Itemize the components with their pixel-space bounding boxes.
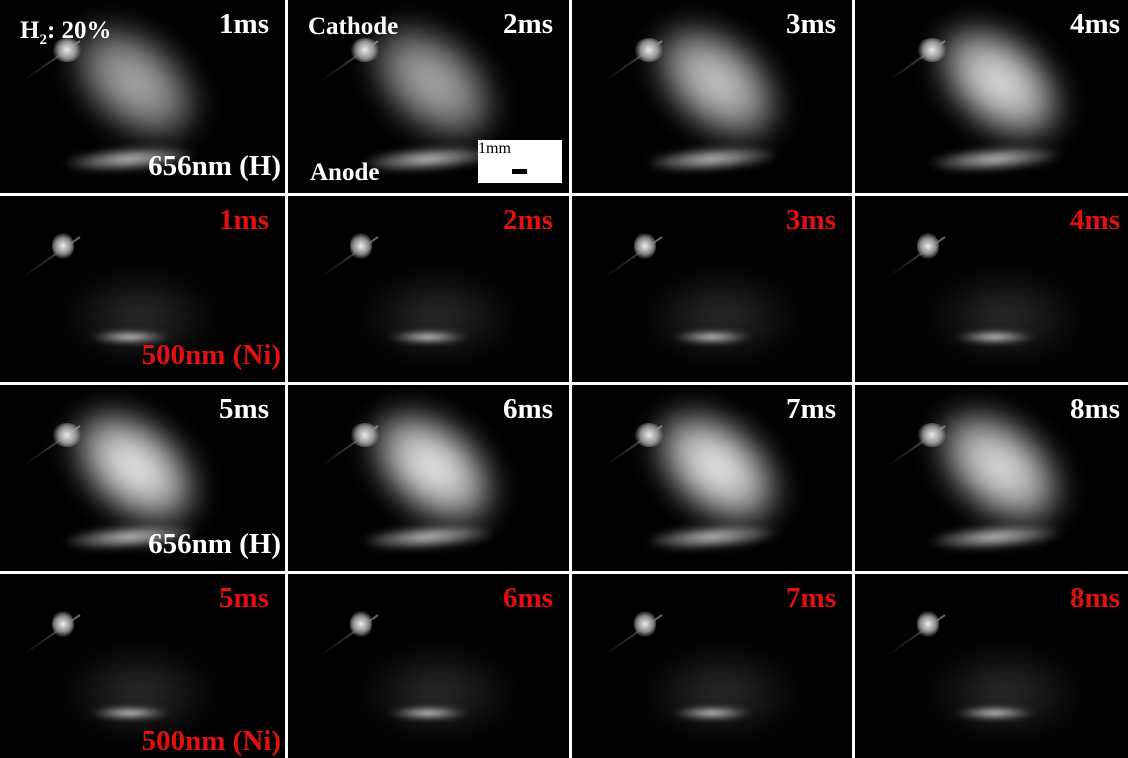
wavelength-label: 656nm (H) <box>148 530 281 559</box>
image-panel: 7ms <box>572 574 852 758</box>
time-label: 8ms <box>1070 584 1120 613</box>
image-panel: 4ms <box>855 0 1128 193</box>
anode-glow <box>929 143 1060 174</box>
anode-emission <box>672 330 752 344</box>
image-panel: 5ms 500nm (Ni) <box>0 574 285 758</box>
time-label: 3ms <box>786 10 836 39</box>
time-label: 7ms <box>786 395 836 424</box>
emission-glow <box>642 272 802 362</box>
time-label: 1ms <box>219 206 269 235</box>
time-label: 4ms <box>1070 206 1120 235</box>
anode-emission <box>955 330 1035 344</box>
image-panel: 3ms <box>572 0 852 193</box>
cathode-tip <box>350 610 372 638</box>
anode-glow <box>929 521 1060 552</box>
cathode-tip <box>917 232 939 260</box>
gas-subscript: 2 <box>39 32 47 48</box>
image-panel: 1ms 500nm (Ni) <box>0 196 285 382</box>
time-label: 6ms <box>503 584 553 613</box>
cathode-tip <box>52 610 74 638</box>
time-label: 5ms <box>219 584 269 613</box>
image-panel: 5ms 656nm (H) <box>0 385 285 571</box>
gas-label: H2: 20% <box>20 18 112 48</box>
image-panel: 2ms Cathode Anode 1mm <box>288 0 569 193</box>
anode-label: Anode <box>310 160 379 185</box>
time-label: 1ms <box>219 10 269 39</box>
image-panel: 8ms <box>855 385 1128 571</box>
emission-glow <box>925 272 1085 362</box>
wavelength-label: 500nm (Ni) <box>142 341 281 370</box>
anode-glow <box>362 143 493 174</box>
time-label: 7ms <box>786 584 836 613</box>
anode-glow <box>646 143 777 174</box>
anode-glow <box>362 521 493 552</box>
anode-emission <box>672 706 752 720</box>
image-panel: 7ms <box>572 385 852 571</box>
emission-glow <box>358 272 518 362</box>
cathode-tip <box>634 232 656 260</box>
time-label: 4ms <box>1070 10 1120 39</box>
wavelength-label: 500nm (Ni) <box>142 727 281 756</box>
image-panel: 3ms <box>572 196 852 382</box>
image-panel: 6ms <box>288 574 569 758</box>
image-panel: 6ms <box>288 385 569 571</box>
image-panel: 2ms <box>288 196 569 382</box>
emission-glow <box>925 648 1085 738</box>
anode-emission <box>955 706 1035 720</box>
anode-emission <box>388 330 468 344</box>
image-panel: 8ms <box>855 574 1128 758</box>
anode-emission <box>90 706 170 720</box>
plasma-glow <box>912 0 1088 167</box>
cathode-tip <box>634 610 656 638</box>
scale-line <box>512 169 527 174</box>
anode-glow <box>646 521 777 552</box>
gas-value: : 20% <box>47 17 112 44</box>
time-label: 2ms <box>503 10 553 39</box>
cathode-tip <box>917 610 939 638</box>
figure-grid: 1ms 656nm (H) H2: 20% 2ms Cathode Anode 1mm 3ms… <box>0 0 1128 758</box>
scale-text: 1mm <box>478 140 562 158</box>
time-label: 5ms <box>219 395 269 424</box>
cathode-tip <box>350 232 372 260</box>
gas-species: H <box>20 17 39 44</box>
cathode-label: Cathode <box>308 14 398 39</box>
time-label: 3ms <box>786 206 836 235</box>
emission-glow <box>642 648 802 738</box>
anode-emission <box>388 706 468 720</box>
image-panel: 1ms 656nm (H) H2: 20% <box>0 0 285 193</box>
wavelength-label: 656nm (H) <box>148 152 281 181</box>
time-label: 6ms <box>503 395 553 424</box>
scale-bar: 1mm <box>478 140 562 183</box>
plasma-glow <box>629 0 805 167</box>
image-panel: 4ms <box>855 196 1128 382</box>
emission-glow <box>358 648 518 738</box>
time-label: 8ms <box>1070 395 1120 424</box>
cathode-tip <box>52 232 74 260</box>
time-label: 2ms <box>503 206 553 235</box>
